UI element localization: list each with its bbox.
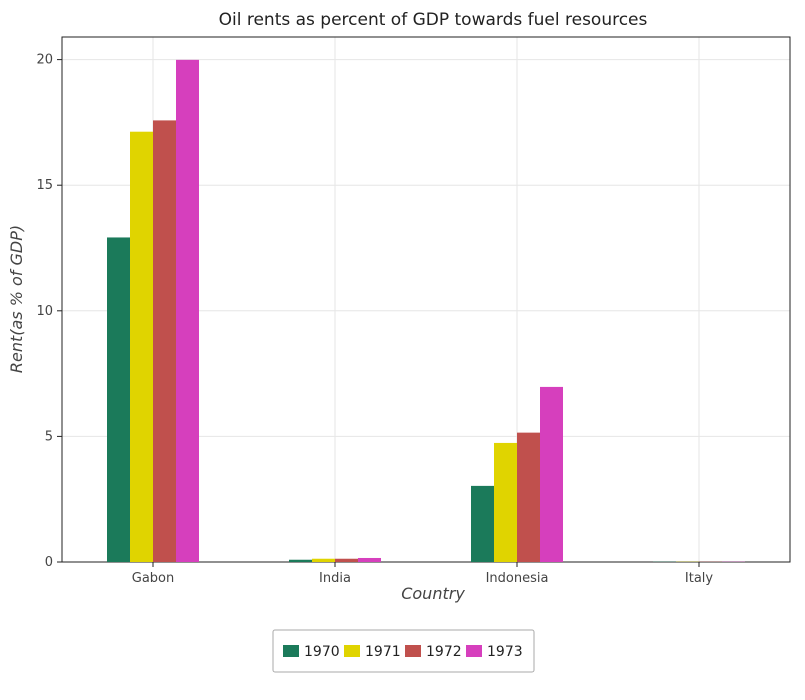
y-tick-label: 0 xyxy=(45,555,53,570)
chart-title: Oil rents as percent of GDP towards fuel… xyxy=(219,10,648,30)
x-tick-label: India xyxy=(319,571,351,586)
bar-indonesia-1973 xyxy=(540,386,563,562)
legend-label-1971: 1971 xyxy=(365,644,401,660)
x-tick-label: Indonesia xyxy=(486,571,549,586)
bar-gabon-1971 xyxy=(130,131,153,562)
legend-box xyxy=(272,629,535,673)
legend-swatch-1973 xyxy=(466,645,482,657)
y-tick-label: 5 xyxy=(45,429,53,444)
bar-gabon-1972 xyxy=(153,120,176,563)
bar-indonesia-1970 xyxy=(471,485,494,562)
bar-india-1970 xyxy=(289,559,312,562)
bar-india-1972 xyxy=(335,558,358,562)
legend-label-1973: 1973 xyxy=(487,644,523,660)
bar-india-1971 xyxy=(312,558,335,562)
legend-swatch-1972 xyxy=(405,645,421,657)
x-tick-label: Italy xyxy=(685,571,714,586)
plot-area: 0 5 10 15 20 Gabon India Indonesia Italy xyxy=(36,36,791,586)
legend: 1970 1971 1972 1973 xyxy=(272,629,535,673)
y-tick-label: 20 xyxy=(36,53,53,68)
plot-frame xyxy=(61,36,791,563)
x-tick-label: Gabon xyxy=(132,571,175,586)
legend-label-1972: 1972 xyxy=(426,644,462,660)
y-tick-label: 10 xyxy=(36,304,53,319)
bar-gabon-1970 xyxy=(107,237,130,563)
legend-swatch-1971 xyxy=(344,645,360,657)
x-axis-label: Country xyxy=(401,584,465,603)
y-tick-label: 15 xyxy=(36,178,53,193)
legend-label-1970: 1970 xyxy=(304,644,340,660)
bar-gabon-1973 xyxy=(176,59,199,562)
legend-swatch-1970 xyxy=(283,645,299,657)
y-axis-label: Rent(as % of GDP) xyxy=(7,225,26,373)
bar-indonesia-1971 xyxy=(494,442,517,562)
bar-india-1973 xyxy=(358,557,381,562)
bar-indonesia-1972 xyxy=(517,432,540,562)
